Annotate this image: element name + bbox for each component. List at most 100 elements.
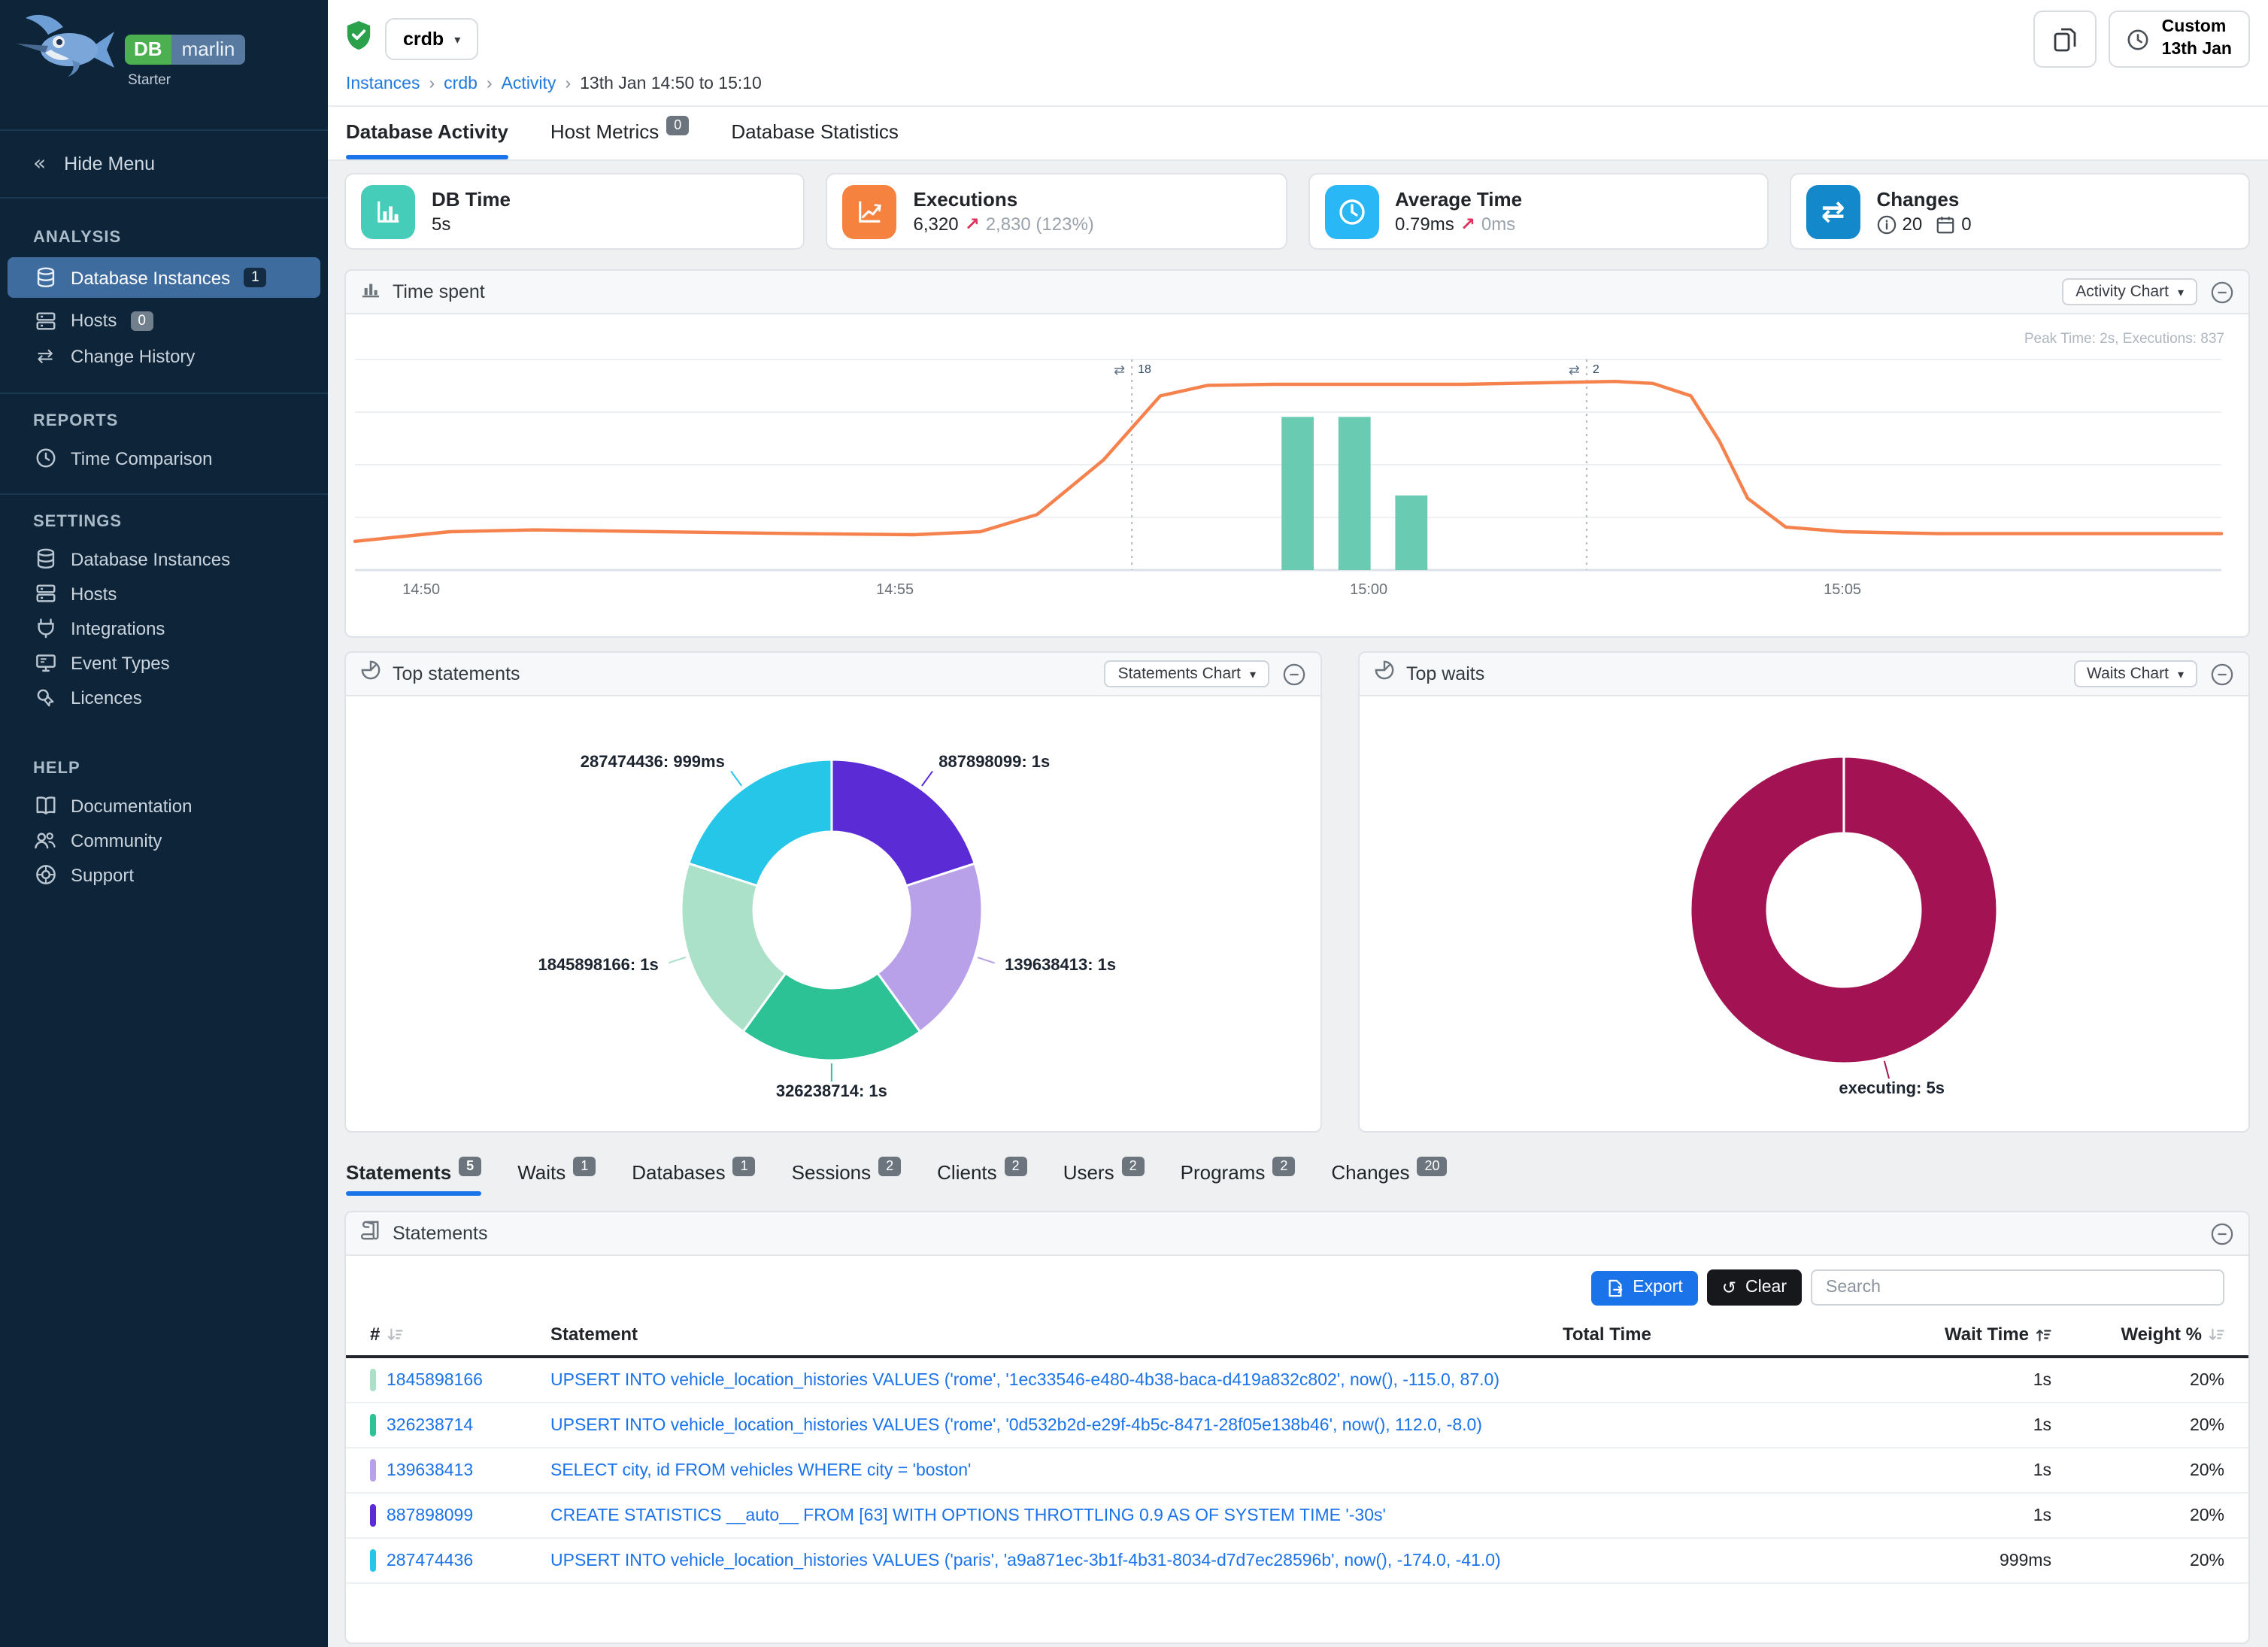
collapse-panel-icon[interactable]	[1283, 663, 1305, 685]
tab-database-statistics[interactable]: Database Statistics	[731, 107, 899, 159]
statement-link[interactable]: UPSERT INTO vehicle_location_histories V…	[550, 1371, 1499, 1389]
edition-label: Starter	[128, 72, 171, 89]
calendar-icon	[1936, 214, 1955, 234]
wait-time-value: 1s	[2033, 1416, 2051, 1434]
sidebar-item-change-history[interactable]: ⇄ Change History	[0, 338, 328, 375]
sidebar-item-community[interactable]: Community	[0, 823, 328, 857]
detail-tab-databases[interactable]: Databases 1	[632, 1154, 756, 1196]
hide-menu-button[interactable]: « Hide Menu	[0, 131, 328, 199]
collapse-sidebar-icon: «	[33, 152, 47, 176]
sidebar-item-hosts[interactable]: Hosts	[0, 576, 328, 611]
sidebar-item-documentation[interactable]: Documentation	[0, 788, 328, 823]
statements-panel-title: Statements	[393, 1223, 488, 1244]
count-badge: 20	[1417, 1157, 1448, 1176]
sidebar-item-database-instances[interactable]: Database Instances 1	[8, 257, 320, 298]
tab-label: Host Metrics	[550, 120, 659, 143]
content: DB Time 5s Executions 6,320 ↗ 2,830 (123%) Ave…	[328, 161, 2268, 1647]
clear-button[interactable]: ↺ Clear	[1706, 1269, 1802, 1306]
waits-chart-selector[interactable]: Waits Chart ▾	[2073, 660, 2197, 687]
sidebar-item-licences[interactable]: Licences	[0, 680, 328, 714]
copy-link-button[interactable]	[2033, 11, 2097, 68]
copy-icon	[2054, 27, 2077, 51]
breadcrumb-item-activity[interactable]: Activity	[501, 75, 556, 93]
hide-menu-label: Hide Menu	[64, 153, 156, 174]
svg-text:18: 18	[1138, 363, 1151, 376]
wait-time-value: 1s	[2033, 1461, 2051, 1479]
count-badge: 2	[1272, 1157, 1296, 1176]
pie-chart-icon	[361, 660, 381, 687]
top-waits-panel: Top waits Waits Chart ▾ executing: 5s	[1358, 651, 2250, 1133]
time-range-button[interactable]: Custom 13th Jan	[2109, 11, 2250, 68]
sidebar-item-label: Support	[71, 864, 135, 885]
breadcrumb-item-instances[interactable]: Instances	[346, 75, 420, 93]
tab-database-activity[interactable]: Database Activity	[346, 107, 508, 159]
kpi-card-executions: Executions 6,320 ↗ 2,830 (123%)	[826, 173, 1287, 250]
sidebar-item-label: Event Types	[71, 652, 170, 673]
collapse-panel-icon[interactable]	[2211, 281, 2233, 303]
detail-tab-waits[interactable]: Waits 1	[517, 1154, 596, 1196]
statement-color-chip	[370, 1549, 376, 1572]
top-waits-donut[interactable]: executing: 5s	[1360, 696, 2248, 1131]
detail-tab-statements[interactable]: Statements 5	[346, 1154, 482, 1196]
detail-tab-programs[interactable]: Programs 2	[1181, 1154, 1296, 1196]
activity-chart[interactable]: 14:50 14:55 15:00 15:05 ⇄ 18 ⇄ 2	[346, 314, 2248, 636]
sidebar-item-database-instances[interactable]: Database Instances	[0, 541, 328, 576]
topbar: crdb ▾	[328, 0, 2268, 71]
sidebar-item-hosts[interactable]: Hosts 0	[0, 302, 328, 338]
export-label: Export	[1633, 1278, 1683, 1297]
statement-id-link[interactable]: 887898099	[387, 1506, 474, 1524]
collapse-panel-icon[interactable]	[2211, 663, 2233, 685]
statement-link[interactable]: SELECT city, id FROM vehicles WHERE city…	[550, 1461, 972, 1479]
tab-host-metrics[interactable]: Host Metrics 0	[550, 107, 690, 159]
column-header-[interactable]: #	[370, 1324, 550, 1345]
statement-id-link[interactable]: 326238714	[387, 1416, 474, 1434]
statement-link[interactable]: CREATE STATISTICS __auto__ FROM [63] WIT…	[550, 1506, 1386, 1524]
count-badge: 0	[666, 116, 690, 135]
collapse-panel-icon[interactable]	[2211, 1222, 2233, 1245]
statement-color-chip	[370, 1369, 376, 1391]
statement-id-link[interactable]: 1845898166	[387, 1371, 483, 1389]
kpi-title: Changes	[1876, 188, 1960, 211]
activity-chart-selector[interactable]: Activity Chart ▾	[2062, 278, 2197, 305]
time-range-date: 13th Jan	[2161, 41, 2232, 59]
sidebar-item-label: Database Instances	[71, 548, 231, 569]
svg-text:⇄: ⇄	[1569, 362, 1580, 378]
info-icon	[1877, 214, 1897, 234]
detail-tab-sessions[interactable]: Sessions 2	[792, 1154, 902, 1196]
page-tabs: Database Activity Host Metrics 0 Database S…	[328, 107, 2268, 161]
statement-id-link[interactable]: 139638413	[387, 1461, 474, 1479]
statement-id-link[interactable]: 287474436	[387, 1551, 474, 1570]
sidebar-item-label: Hosts	[71, 583, 117, 604]
instance-selector[interactable]: crdb ▾	[385, 18, 479, 60]
kpi-card-average-time: Average Time 0.79ms ↗ 0ms	[1308, 173, 1769, 250]
detail-tab-changes[interactable]: Changes 20	[1331, 1154, 1448, 1196]
column-label: #	[370, 1324, 381, 1345]
detail-tab-clients[interactable]: Clients 2	[937, 1154, 1027, 1196]
sort-icon	[2208, 1326, 2224, 1342]
pie-chart-icon	[1375, 660, 1394, 687]
search-input[interactable]	[1811, 1269, 2224, 1306]
statements-chart-selector[interactable]: Statements Chart ▾	[1104, 660, 1269, 687]
statements-chart-selector-label: Statements Chart	[1117, 665, 1241, 683]
sidebar-item-event-types[interactable]: Event Types	[0, 645, 328, 680]
kpi-delta: 0ms	[1481, 214, 1516, 235]
export-button[interactable]: Export	[1590, 1270, 1698, 1305]
sidebar-item-time-comparison[interactable]: Time Comparison	[0, 441, 328, 475]
kpi-card-changes: ⇄ Changes 20 0	[1789, 173, 2250, 250]
top-statements-donut[interactable]: 887898099: 1s 139638413: 1s 326238714: 1s 1…	[346, 696, 1320, 1131]
sidebar-item-support[interactable]: Support	[0, 857, 328, 892]
detail-tab-users[interactable]: Users 2	[1063, 1154, 1145, 1196]
sidebar-item-integrations[interactable]: Integrations	[0, 611, 328, 645]
wait-time-value: 1s	[2033, 1371, 2051, 1389]
table-row: 139638413 SELECT city, id FROM vehicles W…	[346, 1448, 2248, 1494]
undo-icon: ↺	[1721, 1277, 1737, 1298]
kpi-title: Executions	[913, 188, 1018, 211]
column-header-wait-time[interactable]: Wait Time	[1743, 1324, 2051, 1345]
statement-link[interactable]: UPSERT INTO vehicle_location_histories V…	[550, 1551, 1501, 1570]
breadcrumb-item-crdb[interactable]: crdb	[444, 75, 478, 93]
statement-link[interactable]: UPSERT INTO vehicle_location_histories V…	[550, 1416, 1482, 1434]
book-icon	[33, 794, 57, 817]
column-header-weight[interactable]: Weight %	[2051, 1324, 2224, 1345]
sidebar-section-reports: REPORTS Time Comparison	[0, 393, 328, 475]
peak-note: Peak Time: 2s, Executions: 837	[2024, 331, 2224, 347]
